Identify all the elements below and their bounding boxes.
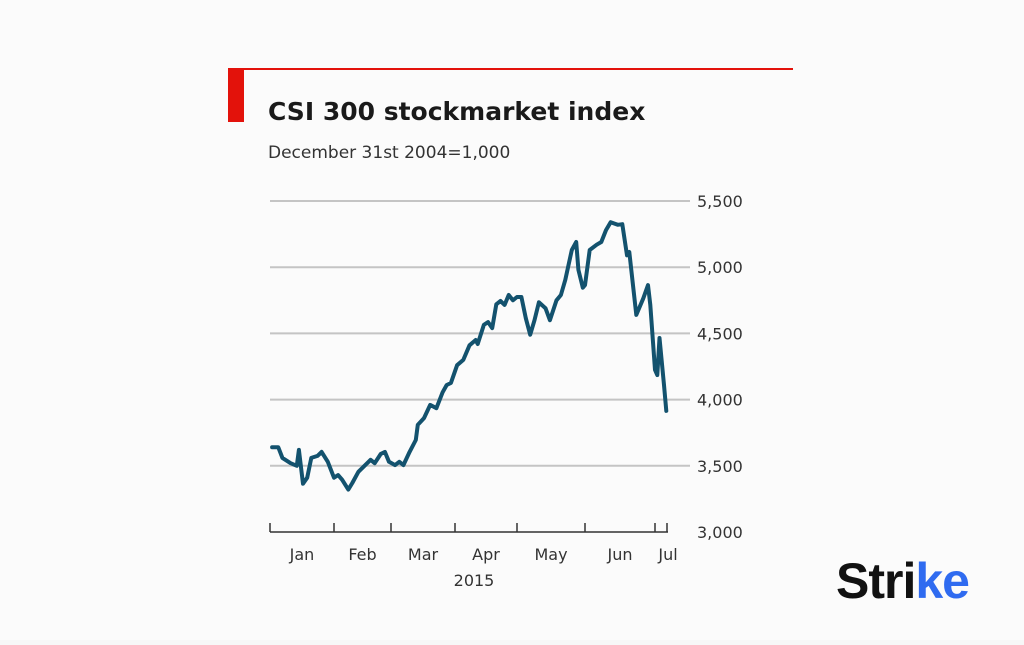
x-axis-label: 2015: [454, 571, 495, 590]
y-tick-label: 3,500: [697, 457, 743, 476]
x-tick-label: Apr: [472, 545, 500, 564]
x-tick-label: Feb: [348, 545, 376, 564]
y-tick-label: 5,000: [697, 258, 743, 277]
y-tick-label: 4,000: [697, 391, 743, 410]
y-tick-label: 4,500: [697, 324, 743, 343]
series-line: [270, 220, 669, 492]
x-tick-label: May: [534, 545, 567, 564]
red-tag: [228, 69, 244, 122]
y-tick-label: 5,500: [697, 192, 743, 211]
x-tick-label: Jun: [607, 545, 633, 564]
x-tick-label: Jul: [657, 545, 677, 564]
y-tick-label: 3,000: [697, 523, 743, 542]
x-tick-label: Jan: [289, 545, 315, 564]
chart-title: CSI 300 stockmarket index: [268, 97, 645, 126]
strike-logo: Strike: [836, 553, 970, 609]
chart-subtitle: December 31st 2004=1,000: [268, 143, 510, 163]
x-tick-label: Mar: [408, 545, 439, 564]
